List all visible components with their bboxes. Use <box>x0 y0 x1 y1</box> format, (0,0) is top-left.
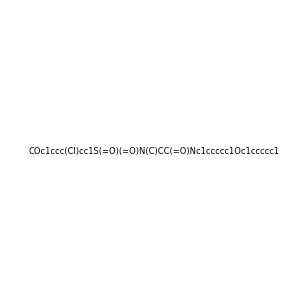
Text: COc1ccc(Cl)cc1S(=O)(=O)N(C)CC(=O)Nc1ccccc1Oc1ccccc1: COc1ccc(Cl)cc1S(=O)(=O)N(C)CC(=O)Nc1cccc… <box>28 147 279 156</box>
